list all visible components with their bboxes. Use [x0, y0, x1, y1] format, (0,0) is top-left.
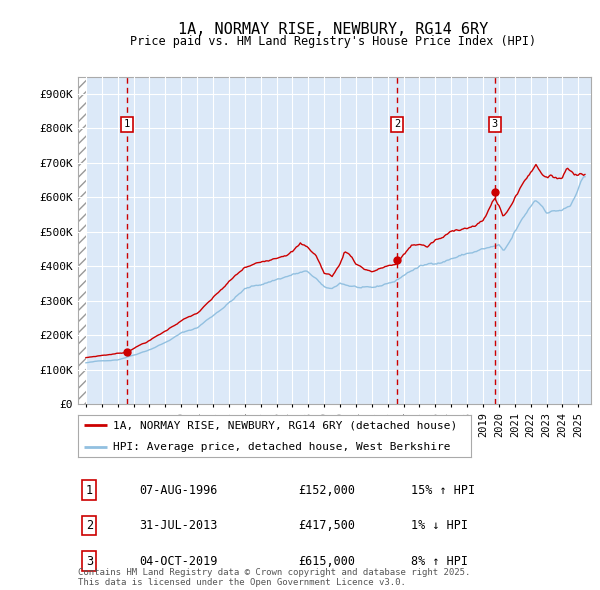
Text: HPI: Average price, detached house, West Berkshire: HPI: Average price, detached house, West…: [113, 442, 451, 451]
Text: 31-JUL-2013: 31-JUL-2013: [140, 519, 218, 532]
Text: Contains HM Land Registry data © Crown copyright and database right 2025.
This d: Contains HM Land Registry data © Crown c…: [78, 568, 470, 587]
Text: £152,000: £152,000: [299, 484, 356, 497]
Text: 1A, NORMAY RISE, NEWBURY, RG14 6RY (detached house): 1A, NORMAY RISE, NEWBURY, RG14 6RY (deta…: [113, 421, 458, 430]
Text: 3: 3: [86, 555, 93, 568]
Text: 2: 2: [86, 519, 93, 532]
Bar: [78, 77, 87, 404]
Text: 1A, NORMAY RISE, NEWBURY, RG14 6RY: 1A, NORMAY RISE, NEWBURY, RG14 6RY: [178, 22, 488, 37]
Text: 1% ↓ HPI: 1% ↓ HPI: [412, 519, 469, 532]
Text: 1: 1: [86, 484, 93, 497]
Text: 04-OCT-2019: 04-OCT-2019: [140, 555, 218, 568]
Text: 8% ↑ HPI: 8% ↑ HPI: [412, 555, 469, 568]
Text: £417,500: £417,500: [299, 519, 356, 532]
Text: 3: 3: [492, 119, 498, 129]
Text: 07-AUG-1996: 07-AUG-1996: [140, 484, 218, 497]
Text: 15% ↑ HPI: 15% ↑ HPI: [412, 484, 476, 497]
Text: Price paid vs. HM Land Registry's House Price Index (HPI): Price paid vs. HM Land Registry's House …: [130, 35, 536, 48]
Text: 2: 2: [394, 119, 400, 129]
Text: £615,000: £615,000: [299, 555, 356, 568]
Text: 1: 1: [124, 119, 130, 129]
